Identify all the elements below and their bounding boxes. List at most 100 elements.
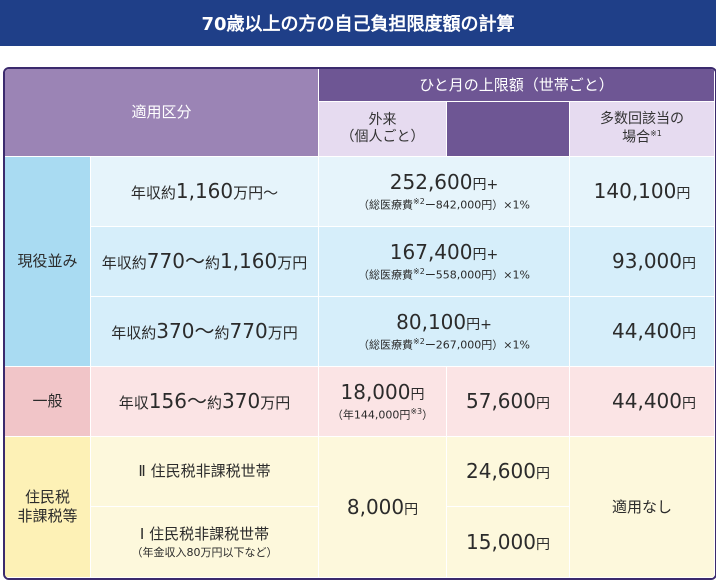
row3-multi-value: 44,400 — [612, 319, 682, 343]
exempt-row2-household-unit: 円 — [535, 466, 550, 482]
row2-base-unit: 円+ — [472, 247, 499, 264]
row1-multi-unit: 円 — [676, 186, 691, 202]
row1-formula-note: ※2 — [413, 197, 425, 207]
header-monthly-limit: ひと月の上限額（世帯ごと） — [319, 69, 715, 102]
header-outpatient: 外来 （個人ごと） — [319, 102, 447, 157]
general-multi-value: 44,400 — [612, 389, 682, 413]
row1-income-pre: 年収約 — [130, 184, 176, 202]
row1-base: 252,600 — [389, 170, 473, 195]
general-income-mid: 約 — [206, 394, 222, 412]
general-household-value: 57,600 — [466, 389, 536, 413]
row1-base-line: 252,600円+ — [390, 170, 498, 195]
general-multi-unit: 円 — [682, 396, 696, 412]
row3-income: 年収約370〜約770万円 — [91, 297, 319, 367]
row3-formula: （総医療費※2ー267,000円）×1% — [358, 337, 530, 352]
header-multiple-label: 多数回該当の — [600, 111, 684, 128]
general-income-big2: 370 — [222, 389, 261, 413]
exempt-row2-household-value: 24,600 — [466, 459, 536, 483]
row2-base: 167,400 — [389, 240, 473, 265]
exempt-outpatient-value: 8,000 — [346, 494, 405, 519]
exempt-row1-sub: （年金収入80万円以下など） — [131, 545, 278, 559]
general-outpatient-note-pre: （年144,000円 — [331, 408, 411, 422]
row2-formula-post: ー558,000円）×1% — [424, 268, 530, 282]
exempt-outpatient-line: 8,000円 — [347, 495, 418, 520]
general-multi-line: 44,400円 — [612, 389, 696, 414]
general-outpatient: 18,000円 （年144,000円※3） — [319, 367, 447, 437]
row2-income-big2: 1,160 — [219, 249, 278, 273]
limit-table: 適用区分 ひと月の上限額（世帯ごと） 外来 （個人ごと） 多数回該当の 場合※1… — [3, 67, 716, 580]
general-income-text: 年収156〜約370万円 — [119, 389, 290, 414]
row2-multi-value: 93,000 — [612, 249, 682, 273]
page-title: 70歳以上の方の自己負担限度額の計算 — [0, 0, 716, 46]
row2-income-post: 万円 — [277, 254, 308, 272]
general-income-pre: 年収 — [118, 394, 149, 412]
row2-multi-line: 93,000円 — [612, 249, 696, 274]
general-income-post: 万円 — [260, 394, 291, 412]
exempt-row1-household-line: 15,000円 — [466, 530, 550, 555]
row1-income-big: 1,160 — [175, 179, 234, 203]
row3-income-big2: 770 — [229, 319, 268, 343]
general-outpatient-note: （年144,000円※3） — [332, 407, 433, 422]
row1-income-post: 万円〜 — [233, 184, 279, 202]
general-outpatient-line: 18,000円 — [341, 380, 425, 405]
general-household: 57,600円 — [447, 367, 570, 437]
row1-formula-pre: （総医療費 — [358, 198, 414, 212]
exempt-row1-label: Ⅰ 住民税非課税世帯 （年金収入80万円以下など） — [91, 507, 319, 578]
row2-base-line: 167,400円+ — [390, 240, 498, 265]
exempt-row2-household-line: 24,600円 — [466, 459, 550, 484]
general-outpatient-value: 18,000 — [340, 380, 411, 405]
row3-limit: 80,100円+ （総医療費※2ー267,000円）×1% — [319, 297, 570, 367]
row2-income-text: 年収約770〜約1,160万円 — [102, 249, 308, 274]
general-outpatient-unit: 円 — [410, 387, 425, 404]
row2-income: 年収約770〜約1,160万円 — [91, 227, 319, 297]
header-multiple-sub: 場合 — [622, 129, 651, 146]
exempt-outpatient: 8,000円 — [319, 437, 447, 578]
header-multiple-note: ※1 — [650, 128, 662, 138]
row3-formula-post: ー267,000円）×1% — [424, 338, 530, 352]
header-household-blank — [447, 102, 570, 157]
row3-income-mid: 約 — [214, 324, 230, 342]
row2-income-pre: 年収約 — [101, 254, 147, 272]
general-outpatient-note-post: ） — [422, 408, 434, 422]
group-tax-exempt-line1: 住民税 — [24, 488, 70, 507]
row1-limit: 252,600円+ （総医療費※2ー842,000円）×1% — [319, 157, 570, 227]
group-tax-exempt-line2: 非課税等 — [17, 507, 78, 525]
header-category: 適用区分 — [5, 69, 319, 157]
general-outpatient-note-sup: ※3 — [410, 407, 423, 417]
row3-multi: 44,400円 — [570, 297, 715, 367]
row1-base-unit: 円+ — [472, 177, 499, 194]
row2-multi-unit: 円 — [682, 256, 696, 272]
row2-limit: 167,400円+ （総医療費※2ー558,000円）×1% — [319, 227, 570, 297]
general-household-unit: 円 — [535, 396, 550, 412]
group-tax-exempt: 住民税 非課税等 — [5, 437, 91, 578]
exempt-row2-household: 24,600円 — [447, 437, 570, 507]
exempt-row1-label-text: Ⅰ 住民税非課税世帯 — [139, 524, 270, 543]
row3-base: 80,100 — [396, 310, 467, 335]
exempt-row2-label: Ⅱ 住民税非課税世帯 — [91, 437, 319, 507]
row3-income-big: 370〜 — [156, 319, 215, 343]
row3-income-pre: 年収約 — [111, 324, 157, 342]
exempt-outpatient-unit: 円 — [404, 501, 419, 518]
exempt-multi: 適用なし — [570, 437, 715, 578]
row3-formula-note: ※2 — [413, 337, 425, 347]
row3-multi-line: 44,400円 — [612, 319, 696, 344]
group-general: 一般 — [5, 367, 91, 437]
row2-income-mid: 約 — [204, 254, 220, 272]
row3-base-unit: 円+ — [466, 317, 492, 334]
exempt-row1-household-value: 15,000 — [466, 529, 536, 554]
row3-base-line: 80,100円+ — [396, 310, 492, 335]
general-household-line: 57,600円 — [466, 389, 550, 414]
row3-multi-unit: 円 — [682, 326, 696, 342]
row2-income-big: 770〜 — [146, 249, 205, 273]
general-income: 年収156〜約370万円 — [91, 367, 319, 437]
row1-multi: 140,100円 — [570, 157, 715, 227]
row2-multi: 93,000円 — [570, 227, 715, 297]
row2-formula-note: ※2 — [413, 267, 425, 277]
row2-formula-pre: （総医療費 — [358, 268, 414, 282]
header-multiple: 多数回該当の 場合※1 — [570, 102, 715, 157]
exempt-row1-household-unit: 円 — [535, 536, 550, 553]
header-outpatient-label: 外来 — [368, 111, 397, 128]
row3-income-text: 年収約370〜約770万円 — [111, 319, 297, 344]
row3-formula-pre: （総医療費 — [358, 338, 414, 352]
header-multiple-sub-line: 場合※1 — [622, 129, 662, 147]
